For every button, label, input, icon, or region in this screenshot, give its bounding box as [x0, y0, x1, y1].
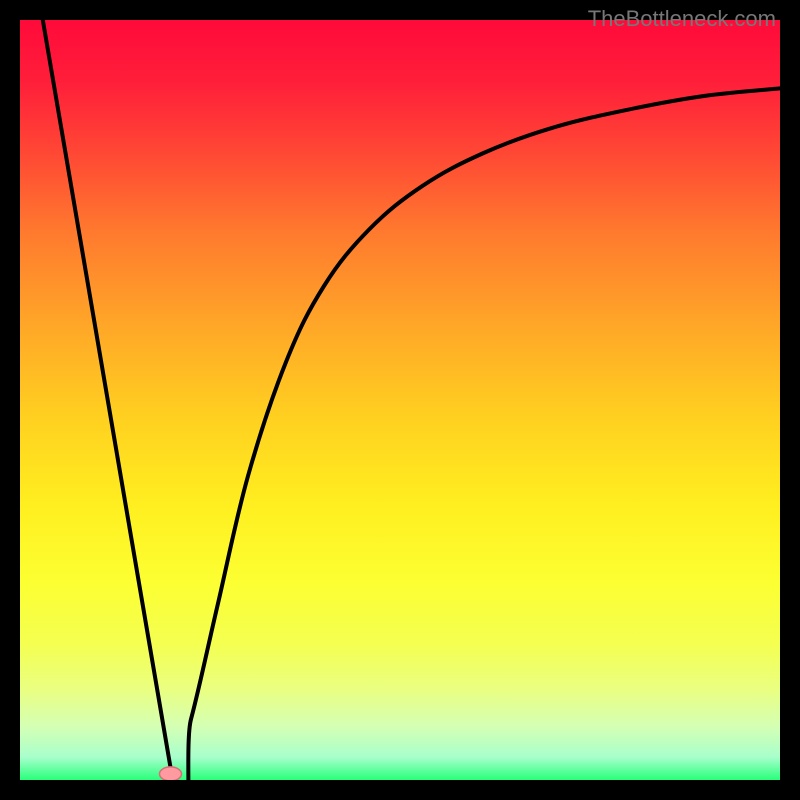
watermark-text: TheBottleneck.com	[588, 6, 776, 32]
plot-area	[20, 20, 780, 780]
chart-frame: TheBottleneck.com	[0, 0, 800, 800]
bottleneck-curve	[20, 20, 780, 780]
optimal-point-marker	[159, 767, 181, 780]
